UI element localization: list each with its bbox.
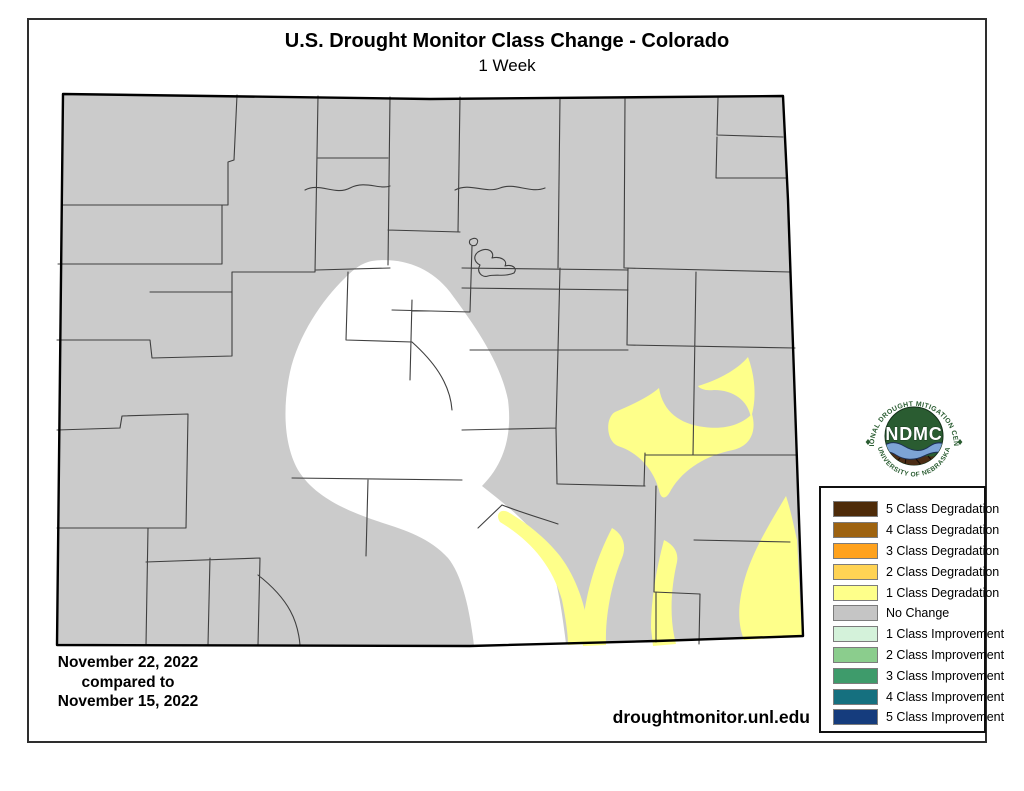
legend-row: 1 Class Improvement: [821, 624, 1004, 645]
logo-left-star-icon: [865, 439, 871, 445]
map-title: U.S. Drought Monitor Class Change - Colo…: [284, 30, 730, 52]
legend-row: No Change: [821, 603, 984, 624]
date-compared-to: compared to: [81, 673, 175, 691]
date-current: November 22, 2022: [57, 654, 199, 671]
legend-label: 4 Class Improvement: [886, 689, 1005, 704]
no-drought-region: [285, 260, 566, 646]
legend-row: 5 Class Improvement: [821, 707, 1004, 728]
state-border: [55, 92, 805, 648]
county-borders: [56, 94, 798, 646]
legend-swatch: [833, 563, 878, 580]
legend-swatch: [833, 542, 878, 559]
legend-swatch: [833, 688, 878, 705]
legend-row: 4 Class Degradation: [821, 520, 999, 541]
legend-label: No Change: [886, 606, 950, 621]
degradation-region-east-star: [608, 388, 754, 498]
legend-row: 4 Class Improvement: [821, 686, 1004, 707]
legend-swatch: [833, 501, 878, 518]
logo-acronym: NDMC: [885, 424, 942, 444]
legend-label: 2 Class Improvement: [886, 647, 1005, 662]
logo-right-star-icon: [957, 439, 963, 445]
legend-swatch: [833, 646, 878, 663]
legend-swatch: [833, 522, 878, 539]
legend-label: 1 Class Improvement: [886, 627, 1005, 642]
degradation-region-south-crescent: [497, 510, 590, 645]
legend-row: 1 Class Degradation: [821, 582, 999, 603]
legend-swatch: [833, 584, 878, 601]
legend-row: 2 Class Improvement: [821, 645, 1004, 666]
logo-landscape: [885, 442, 943, 465]
legend-row: 2 Class Degradation: [821, 561, 999, 582]
legend-swatch: [833, 667, 878, 684]
legend-row: 3 Class Improvement: [821, 665, 1004, 686]
degradation-region-southeast-corner: [739, 496, 802, 640]
map-subtitle: 1 Week: [478, 56, 536, 75]
logo-river: [885, 442, 943, 460]
legend-row: 5 Class Degradation: [821, 499, 999, 520]
title-block: U.S. Drought Monitor Class Change - Colo…: [27, 30, 987, 76]
degradation-region-south-band1: [582, 528, 625, 646]
legend-label: 4 Class Degradation: [886, 523, 1000, 538]
legend: 5 Class Degradation 4 Class Degradation …: [819, 486, 1004, 733]
legend-swatch: [833, 626, 878, 643]
ndmc-logo: NATIONAL DROUGHT MITIGATION CENTER UNIVE…: [858, 390, 963, 482]
legend-label: 2 Class Degradation: [886, 564, 1000, 579]
degradation-region-east-crescent: [698, 357, 755, 418]
date-caption: November 22, 2022 compared to November 1…: [38, 653, 218, 712]
legend-label: 3 Class Improvement: [886, 668, 1005, 683]
date-previous: November 15, 2022: [57, 693, 199, 710]
degradation-region-south-band2: [651, 540, 678, 646]
legend-label: 5 Class Improvement: [886, 710, 1005, 725]
legend-label: 5 Class Degradation: [886, 502, 1000, 517]
legend-swatch: [833, 709, 878, 726]
legend-row: 3 Class Degradation: [821, 541, 999, 562]
degradation-regions: [497, 357, 802, 646]
website-url: droughtmonitor.unl.edu: [612, 707, 810, 727]
legend-swatch: [833, 605, 878, 622]
legend-label: 3 Class Degradation: [886, 543, 1000, 558]
legend-label: 1 Class Degradation: [886, 585, 1000, 600]
